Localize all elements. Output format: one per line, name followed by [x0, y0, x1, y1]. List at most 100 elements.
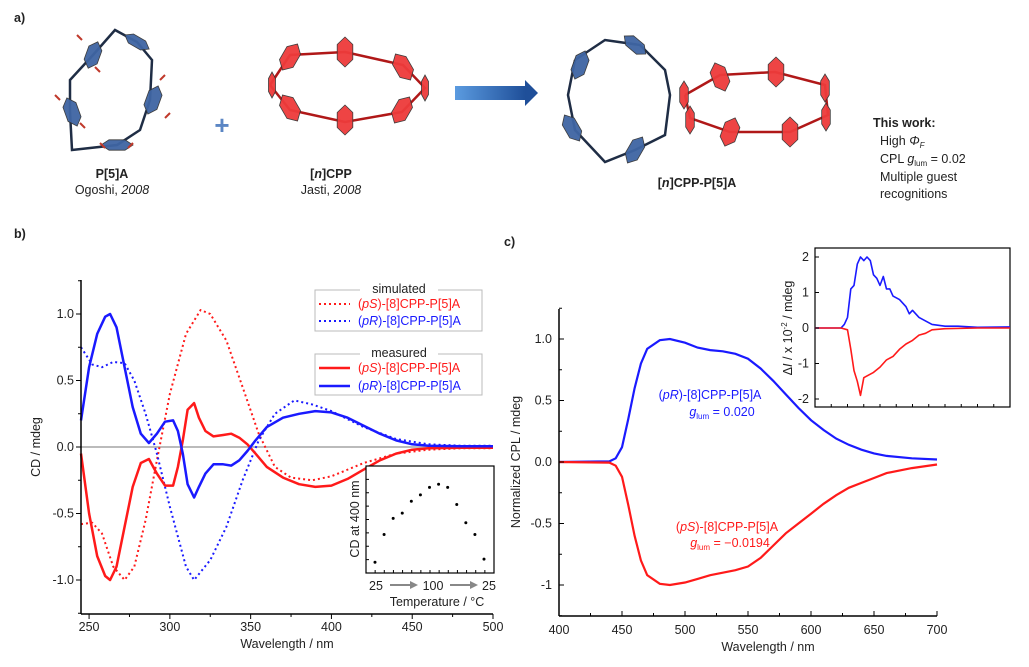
y-tick-label: -1: [541, 578, 552, 592]
legend-simulated: simulated (pS)-[8]CPP-P[5]A (pR)-[8]CPP-…: [314, 282, 483, 332]
svg-text:(pR)-[8]CPP-P[5]A: (pR)-[8]CPP-P[5]A: [358, 314, 461, 328]
inset-y-tick-label: 2: [802, 250, 809, 264]
legend-measured: measured (pS)-[8]CPP-P[5]A (pR)-[8]CPP-P…: [314, 346, 483, 396]
y-tick-label: 0.0: [57, 440, 74, 454]
inset-data-point: [373, 560, 377, 564]
cd-y-axis-label: CD / mdeg: [29, 417, 43, 477]
inset-y-axis-label: CD at 400 nm: [348, 480, 362, 557]
cpl-spectrum-chart: 400 450 500 550 600 650 700 1.0 0.5 0.0 -0.5 -1: [530, 307, 948, 637]
benzene-ring: [820, 73, 830, 103]
y-tick-label: -0.5: [52, 507, 74, 521]
y-tick-label: 1.0: [57, 307, 74, 321]
x-tick-label: 550: [738, 623, 759, 637]
inset-y-tick-label: -2: [798, 392, 809, 406]
product-molecule-image: [561, 35, 831, 164]
benzene-ring: [336, 104, 354, 136]
ps-series-annotation: (pS)-[8]CPP-P[5]A: [676, 520, 779, 534]
inset-data-point: [437, 482, 441, 486]
x-tick-label: 650: [864, 623, 885, 637]
inset-series-(pR): [815, 256, 1011, 329]
benzene-ring: [623, 35, 647, 55]
this-work-summary: This work: High ΦF CPL glum = 0.02 Multi…: [873, 116, 966, 201]
p5a-molecule-image: [54, 28, 171, 152]
svg-text:(pS)-[8]CPP-P[5]A: (pS)-[8]CPP-P[5]A: [358, 361, 461, 375]
inset-data-point: [382, 532, 386, 536]
x-tick-label: 450: [612, 623, 633, 637]
benzene-ring: [719, 117, 741, 147]
cpp-citation: Jasti, 2008: [301, 183, 362, 197]
x-tick-label: 500: [675, 623, 696, 637]
svg-text:simulated: simulated: [372, 282, 426, 296]
y-tick-label: 0.0: [535, 455, 552, 469]
inset-y-tick-label: -1: [798, 357, 809, 371]
temperature-inset-chart: [365, 465, 495, 574]
cpp-molecule-image: [268, 36, 429, 136]
svg-text:Multiple guest: Multiple guest: [880, 170, 958, 184]
x-tick-label: 300: [159, 620, 180, 634]
inset-y-tick-label: 1: [802, 286, 809, 300]
cd-spectrum-chart: 250 300 350 400 450 500 1.0 0.5 0.0 -0.5 -1.0: [52, 280, 503, 634]
pr-series-annotation: (pR)-[8]CPP-P[5]A: [659, 388, 762, 402]
inset-data-point: [482, 557, 486, 561]
inset-data-point: [409, 499, 413, 503]
x-tick-label: 400: [321, 620, 342, 634]
x-tick-label: 700: [927, 623, 948, 637]
cpl-series-pS: [558, 460, 938, 587]
reaction-arrow: [455, 80, 538, 106]
inset-data-point: [455, 503, 459, 507]
benzene-ring: [709, 62, 731, 92]
benzene-ring: [767, 56, 785, 88]
svg-text:(pS)-[8]CPP-P[5]A: (pS)-[8]CPP-P[5]A: [358, 297, 461, 311]
benzene-ring: [685, 105, 695, 135]
benzene-ring: [143, 85, 163, 115]
pr-glum-annotation: glum = 0.020: [689, 405, 754, 421]
benzene-ring: [62, 97, 82, 127]
x-tick-label: 450: [402, 620, 423, 634]
panel-c-label: c): [504, 235, 515, 249]
product-label: [n]CPP-P[5]A: [658, 176, 736, 190]
substituent: [127, 142, 134, 149]
p5a-citation: Ogoshi, 2008: [75, 183, 149, 197]
benzene-ring: [124, 33, 150, 51]
cpl-x-axis-label: Wavelength / nm: [721, 640, 814, 654]
cd-x-axis-label: Wavelength / nm: [240, 637, 333, 651]
inset-data-point: [400, 511, 404, 515]
y-tick-label: -1.0: [52, 573, 74, 587]
substituent: [54, 94, 61, 101]
svg-text:(pR)-[8]CPP-P[5]A: (pR)-[8]CPP-P[5]A: [358, 379, 461, 393]
cpl-series-pR: [558, 337, 938, 464]
inset-data-point: [418, 493, 422, 497]
ps-glum-annotation: glum = −0.0194: [690, 536, 770, 552]
inset-x-axis-label: Temperature / °C: [390, 595, 485, 609]
benzene-ring: [279, 43, 301, 71]
inset-data-point: [464, 521, 468, 525]
cpp-label: [n]CPP: [310, 167, 352, 181]
substituent: [159, 74, 166, 81]
benzene-ring: [679, 80, 689, 110]
x-tick-label: 600: [801, 623, 822, 637]
inset-frame: [365, 465, 495, 574]
cpl-raw-inset-chart: 2 1 0 -1 -2: [798, 247, 1011, 408]
inset-x-tick-25-start: 25: [369, 579, 383, 593]
inset-series-(pS): [815, 327, 1010, 397]
benzene-ring: [561, 114, 583, 142]
benzene-ring: [391, 96, 413, 124]
panel-b-label: b): [14, 227, 26, 241]
inset-data-point: [391, 516, 395, 520]
substituent: [164, 112, 171, 119]
x-tick-label: 400: [549, 623, 570, 637]
svg-text:CPL glum = 0.02: CPL glum = 0.02: [880, 152, 966, 168]
substituent: [76, 34, 83, 41]
benzene-ring: [624, 136, 646, 164]
cd-series-measured-pS: [79, 401, 493, 582]
svg-text:measured: measured: [371, 346, 427, 360]
substituent: [99, 142, 106, 149]
svg-text:High ΦF: High ΦF: [880, 134, 926, 150]
x-tick-label: 500: [483, 620, 504, 634]
benzene-ring: [268, 71, 276, 99]
svg-text:recognitions: recognitions: [880, 187, 947, 201]
temperature-arrows: [390, 581, 478, 589]
y-tick-label: 1.0: [535, 332, 552, 346]
cd-series-measured-pR: [79, 312, 493, 499]
benzene-ring: [336, 36, 354, 68]
